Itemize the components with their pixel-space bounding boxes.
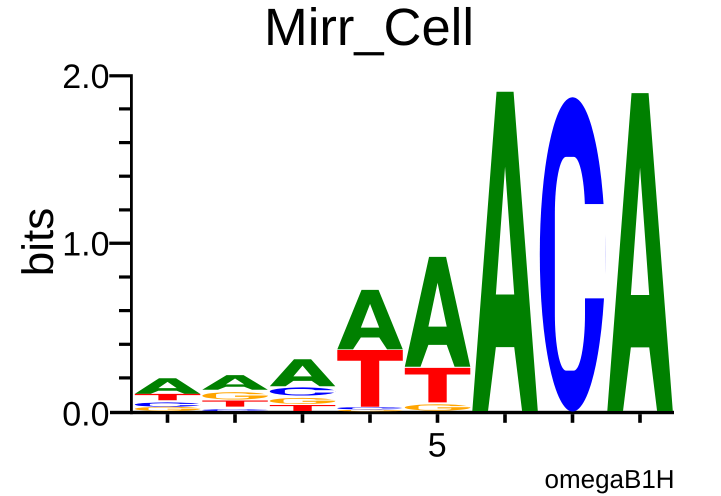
svg-text:omegaB1H: omegaB1H: [545, 464, 675, 494]
svg-text:5: 5: [428, 427, 447, 465]
svg-text:2.0: 2.0: [62, 58, 109, 96]
svg-text:bits: bits: [14, 208, 63, 276]
svg-text:1.0: 1.0: [62, 226, 109, 264]
svg-text:Mirr_Cell: Mirr_Cell: [264, 0, 474, 57]
svg-text:0.0: 0.0: [62, 395, 109, 433]
